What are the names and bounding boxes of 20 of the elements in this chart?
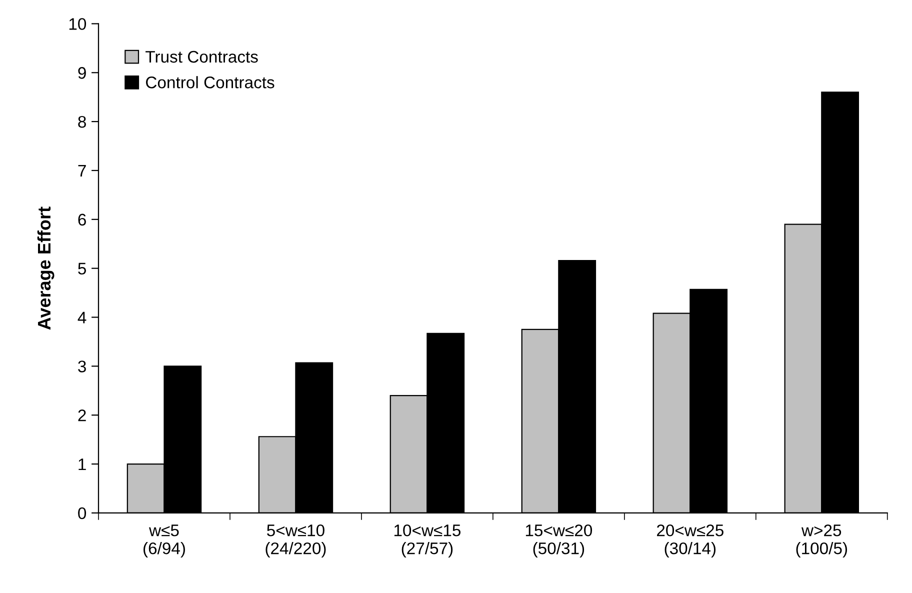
x-tick-label: 5<w≤10 (24/220): [266, 524, 326, 558]
x-tick-label: w≤5 (6/94): [144, 524, 185, 558]
y-tick-label: 6: [78, 214, 86, 226]
y-tick-label: 3: [78, 360, 86, 372]
y-axis-title: Average Effort: [37, 206, 54, 330]
y-tick-label: 4: [78, 312, 86, 324]
y-tick-label: 1: [78, 458, 86, 470]
x-tick-label: 15<w≤20 (50/31): [526, 524, 592, 558]
y-tick-label: 2: [78, 410, 86, 422]
y-tick-label: 8: [78, 116, 86, 128]
legend-label: Trust Contracts: [146, 50, 258, 63]
y-tick-label: 9: [78, 67, 86, 79]
x-tick-label: 20<w≤25 (30/14): [657, 524, 724, 558]
x-tick-label: w>25 (100/5): [796, 524, 848, 558]
y-tick-label: 0: [78, 507, 86, 520]
y-tick-label: 5: [78, 262, 86, 275]
y-tick-label: 10: [69, 18, 86, 30]
legend-label: Control Contracts: [146, 76, 274, 88]
x-tick-label: 10<w≤15 (27/57): [394, 524, 460, 558]
y-tick-label: 7: [78, 165, 86, 177]
